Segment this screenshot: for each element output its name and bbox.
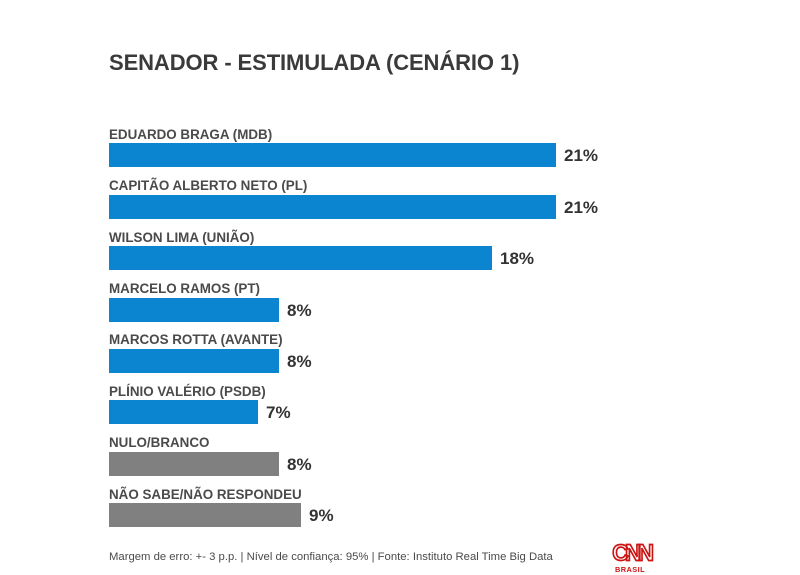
svg-text:CNN: CNN bbox=[612, 541, 652, 566]
svg-text:BRASIL: BRASIL bbox=[615, 565, 645, 574]
